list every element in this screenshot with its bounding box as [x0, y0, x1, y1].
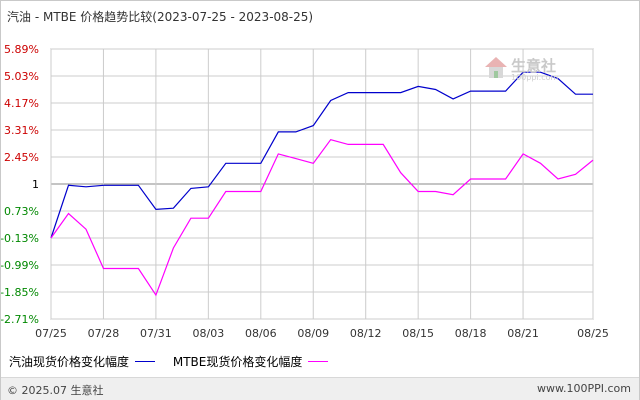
x-tick-label: 08/06: [245, 327, 277, 340]
y-tick-label: 2.45%: [4, 151, 39, 164]
y-tick-label: -0.99%: [1, 259, 39, 272]
x-tick-label: 08/18: [455, 327, 487, 340]
y-tick-label: 0.73%: [4, 205, 39, 218]
legend-label-gasoline: 汽油现货价格变化幅度: [9, 355, 130, 369]
y-tick-label: 5.89%: [4, 43, 39, 56]
x-tick-label: 08/12: [350, 327, 382, 340]
legend-item-gasoline: 汽油现货价格变化幅度: [9, 353, 156, 370]
y-tick-label: -2.71%: [1, 313, 39, 326]
y-tick-label: 3.31%: [4, 124, 39, 137]
y-tick-label: 1: [32, 178, 39, 191]
x-tick-label: 08/25: [577, 327, 609, 340]
legend-swatch-mtbe: [308, 361, 329, 362]
series-line-mtbe: [50, 139, 594, 297]
legend-swatch-gasoline: [135, 361, 156, 362]
watermark-subtext: 100ppi.com: [511, 73, 559, 82]
legend-item-mtbe: MTBE现货价格变化幅度: [173, 353, 329, 370]
chart-plot: 5.89% 5.03% 4.17% 3.31% 2.45% 1 0.73% -0.13% -0.…: [1, 43, 609, 340]
y-tick-label: -1.85%: [1, 286, 39, 299]
site-link[interactable]: www.100PPI.com: [537, 382, 631, 395]
copyright-text: © 2025.07 生意社: [7, 384, 104, 397]
house-icon: [485, 57, 507, 78]
y-tick-label: 5.03%: [4, 70, 39, 83]
x-tick-label: 07/31: [140, 327, 172, 340]
series-line-gasoline: [50, 71, 593, 239]
watermark-logo: 生意社 100ppi.com: [483, 55, 558, 85]
legend-label-mtbe: MTBE现货价格变化幅度: [172, 355, 303, 369]
chart-title: 汽油 - MTBE 价格趋势比较(2023-07-25 - 2023-08-25…: [7, 10, 314, 24]
x-tick-label: 08/15: [402, 327, 434, 340]
footer-bar: © 2025.07 生意社 www.100PPI.com: [1, 377, 639, 400]
x-tick-label: 08/09: [297, 327, 329, 340]
x-tick-label: 07/25: [35, 327, 67, 340]
y-tick-label: 4.17%: [4, 97, 39, 110]
watermark-text: 生意社: [511, 57, 557, 75]
y-tick-label: -0.13%: [1, 232, 39, 245]
legend: 汽油现货价格变化幅度 MTBE现货价格变化幅度: [9, 353, 342, 370]
x-tick-label: 08/21: [507, 327, 539, 340]
x-tick-label: 08/03: [193, 327, 225, 340]
x-tick-label: 07/28: [88, 327, 120, 340]
